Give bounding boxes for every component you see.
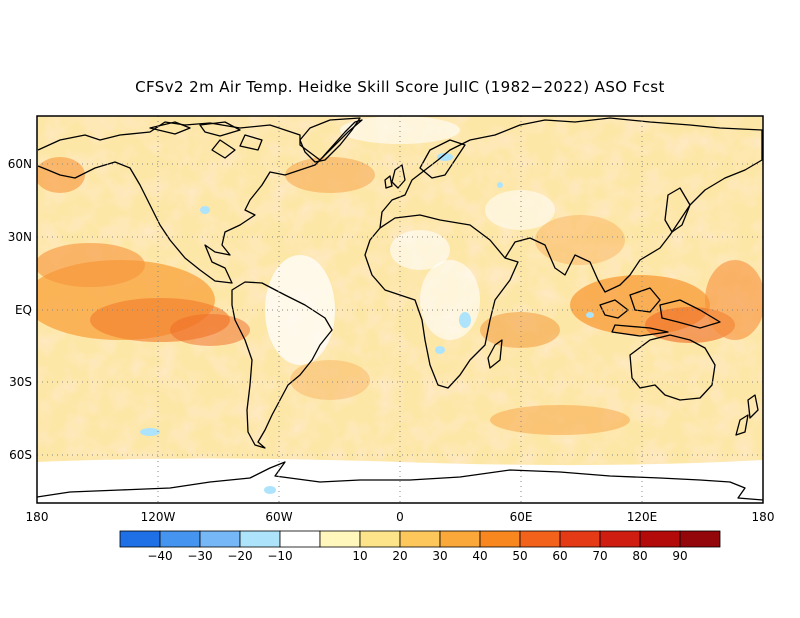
colorbar-swatch — [119, 530, 161, 548]
lat-label: 60S — [9, 448, 32, 462]
colorbar-swatch — [319, 530, 361, 548]
colorbar-label: −40 — [147, 549, 172, 563]
colorbar-label: 40 — [472, 549, 487, 563]
colorbar-label: 50 — [512, 549, 527, 563]
map-title: CFSv2 2m Air Temp. Heidke Skill Score Ju… — [135, 78, 665, 96]
colorbar-label: −20 — [227, 549, 252, 563]
colorbar-label: 70 — [592, 549, 607, 563]
greenland-outline — [299, 117, 361, 163]
colorbar-swatch — [519, 530, 561, 548]
colorbar-swatch — [399, 530, 441, 548]
high-skill-regions — [37, 157, 763, 435]
latitude-labels: 60N 30N EQ 30S 60S — [8, 157, 32, 462]
map-frame — [36, 115, 764, 504]
colorbar-labels: −40 −30 −20 −10 10 20 30 40 50 60 70 80 90 — [147, 549, 687, 563]
colorbar-swatch — [479, 530, 521, 548]
antarctica-outline — [37, 461, 763, 501]
graticule — [37, 116, 763, 503]
colorbar — [119, 530, 721, 548]
maritime-continent-outline — [599, 287, 721, 337]
skill-field — [37, 116, 763, 503]
colorbar-label: −10 — [267, 549, 292, 563]
australia-outline — [629, 334, 716, 401]
lat-label: 30N — [8, 230, 32, 244]
no-skill-regions — [37, 116, 763, 503]
colorbar-label: 80 — [632, 549, 647, 563]
new-zealand-outline — [735, 394, 759, 436]
lon-label: 120W — [141, 510, 176, 524]
colorbar-swatch — [639, 530, 681, 548]
eurasia-outline — [379, 117, 763, 293]
madagascar-outline — [487, 339, 503, 369]
lon-label: 0 — [396, 510, 404, 524]
lon-label: 180 — [26, 510, 49, 524]
colorbar-label: 90 — [672, 549, 687, 563]
colorbar-swatch — [199, 530, 241, 548]
colorbar-swatch — [279, 530, 321, 548]
africa-outline — [364, 214, 519, 389]
longitude-labels: 180 120W 60W 0 60E 120E 180 — [26, 510, 775, 524]
lon-label: 60W — [265, 510, 292, 524]
arctic-islands-outline — [149, 121, 263, 159]
north-america-outline — [37, 119, 363, 284]
british-isles-outline — [384, 164, 406, 189]
lon-label: 60E — [510, 510, 533, 524]
colorbar-label: 30 — [432, 549, 447, 563]
colorbar-label: 60 — [552, 549, 567, 563]
lat-label: 30S — [9, 375, 32, 389]
colorbar-label: 10 — [352, 549, 367, 563]
colorbar-swatch — [559, 530, 601, 548]
lon-label: 180 — [752, 510, 775, 524]
colorbar-label: −30 — [187, 549, 212, 563]
coastlines — [37, 117, 763, 501]
colorbar-swatch — [239, 530, 281, 548]
colorbar-swatch — [439, 530, 481, 548]
colorbar-swatch — [359, 530, 401, 548]
lat-label: EQ — [15, 303, 32, 317]
lon-label: 120E — [627, 510, 658, 524]
scandinavia-outline — [419, 139, 466, 179]
negative-skill-spots — [140, 153, 594, 494]
colorbar-swatch — [679, 530, 721, 548]
colorbar-swatch — [159, 530, 201, 548]
colorbar-swatch — [599, 530, 641, 548]
lat-label: 60N — [8, 157, 32, 171]
colorbar-label: 20 — [392, 549, 407, 563]
south-america-outline — [231, 281, 333, 449]
japan-outline — [664, 187, 691, 233]
